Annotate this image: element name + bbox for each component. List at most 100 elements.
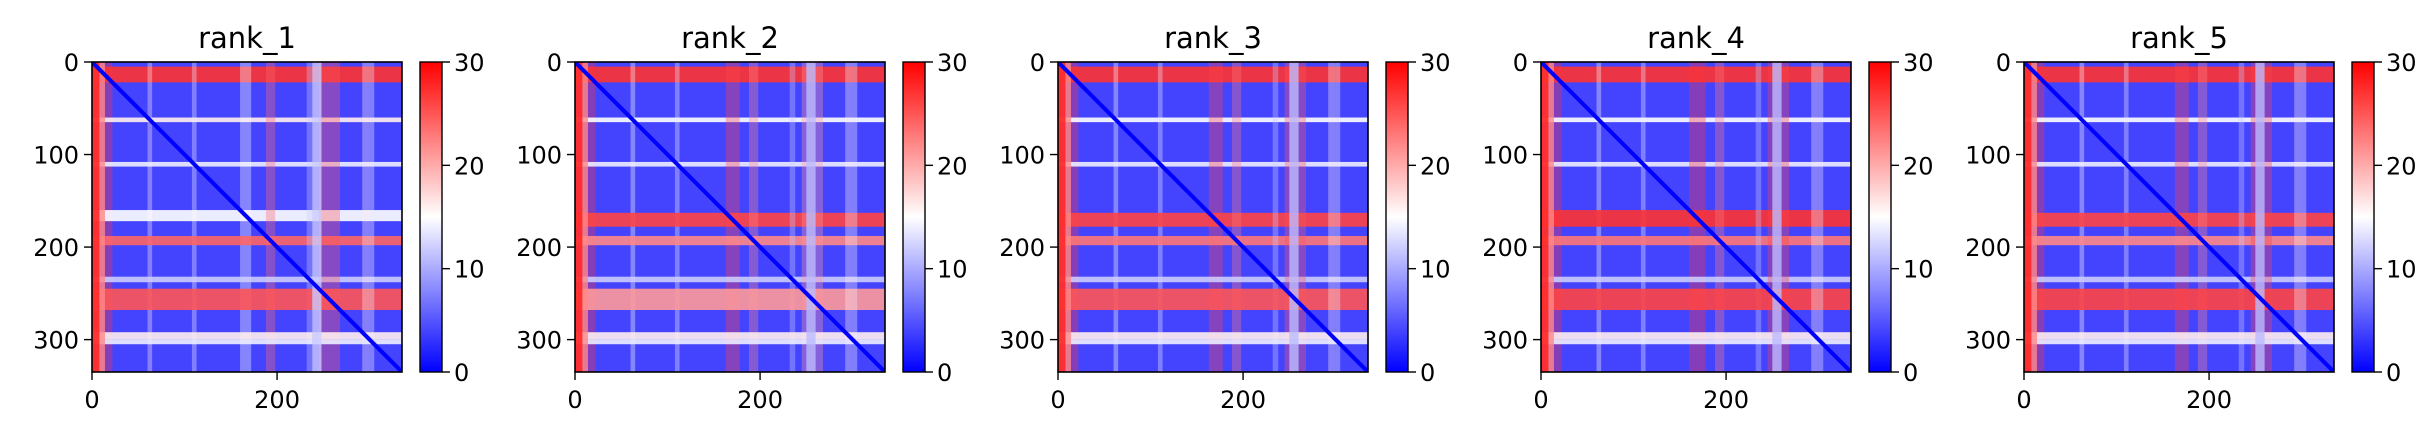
colorbar-frame [419, 61, 443, 373]
heatmap-row-band [92, 339, 402, 345]
colorbar-tick-label: 0 [937, 359, 952, 387]
heatmap-row-band [2024, 332, 2334, 340]
heatmap-row-band [1058, 339, 1368, 345]
heatmap-row-band [92, 161, 402, 167]
heatmap-col-band [1755, 62, 1762, 372]
colorbar-tick-label: 10 [2386, 256, 2417, 284]
y-tick-label: 100 [1965, 142, 2011, 170]
colorbar-tick-label: 30 [2386, 49, 2417, 77]
heatmap-row-band [1058, 288, 1368, 310]
heatmap-block [1541, 62, 1549, 372]
heatmap-col-band [306, 62, 313, 372]
heatmap-row-band [2024, 288, 2334, 310]
colorbar-tick-label: 20 [454, 152, 485, 180]
y-tick-label: 200 [1482, 234, 1528, 262]
heatmap-row-band [2024, 339, 2334, 345]
heatmap-row-band [1541, 288, 1851, 310]
heatmap-row-band [575, 332, 885, 340]
heatmap-col-band [806, 62, 816, 372]
colorbar-tick-label: 30 [454, 49, 485, 77]
y-tick-label: 100 [33, 142, 79, 170]
x-tick-label: 0 [1533, 386, 1548, 414]
y-tick-label: 0 [64, 49, 79, 77]
heatmap-col-band [1818, 62, 1824, 372]
heatmap-block [2024, 62, 2032, 372]
heatmap-row-band [1058, 117, 1368, 123]
x-tick-label: 200 [254, 386, 300, 414]
heatmap-image [92, 62, 402, 372]
heatmap-col-band [312, 62, 322, 372]
heatmap-row-band [2024, 161, 2334, 167]
x-tick-label: 0 [84, 386, 99, 414]
heatmap-row-band [575, 235, 885, 246]
heatmap-row-band [1058, 332, 1368, 340]
heatmap-row-band [575, 161, 885, 167]
chart-title: rank_4 [1647, 21, 1745, 55]
heatmap-col-band [1335, 62, 1341, 372]
heatmap-diagonal [1541, 62, 1851, 372]
colorbar [1869, 62, 1891, 372]
colorbar-frame [1868, 61, 1892, 373]
colorbar-tick-label: 10 [454, 256, 485, 284]
heatmap-row-band [92, 332, 402, 340]
x-tick-label: 200 [1703, 386, 1749, 414]
heatmap-col-band [2255, 62, 2265, 372]
colorbar-frame [2351, 61, 2375, 373]
colorbar-tick-label: 10 [1903, 256, 1934, 284]
x-tick-label: 0 [1050, 386, 1065, 414]
heatmap-row-band [575, 276, 885, 283]
y-tick-label: 0 [1513, 49, 1528, 77]
y-tick-label: 0 [547, 49, 562, 77]
heatmap-col-band [369, 62, 375, 372]
colorbar-tick-label: 0 [454, 359, 469, 387]
heatmap-col-band [789, 62, 796, 372]
y-tick-label: 200 [516, 234, 562, 262]
y-tick-label: 300 [1482, 327, 1528, 355]
colorbar-tick-label: 20 [937, 152, 968, 180]
heatmap-col-band [1231, 62, 1242, 372]
colorbar-tick-label: 30 [1420, 49, 1451, 77]
axes-frame [2023, 61, 2335, 373]
heatmap-col-band [1272, 62, 1279, 372]
heatmap-col-band [1289, 62, 1299, 372]
heatmap-row-band [92, 288, 402, 310]
chart-title: rank_2 [681, 21, 779, 55]
colorbar-frame [902, 61, 926, 373]
heatmap-row-band [2024, 117, 2334, 123]
y-tick-label: 300 [516, 327, 562, 355]
heatmap-row-band [575, 339, 885, 345]
chart-title: rank_3 [1164, 21, 1262, 55]
heatmap-diagonal [575, 62, 885, 372]
colorbar-frame [1385, 61, 1409, 373]
heatmap-row-band [1541, 235, 1851, 246]
colorbar-tick-label: 0 [2386, 359, 2401, 387]
heatmap-row-band [92, 276, 402, 283]
heatmap-row-band [1541, 332, 1851, 340]
heatmap-row-band [575, 288, 885, 310]
heatmap-diagonal [2024, 62, 2334, 372]
x-tick-label: 200 [2186, 386, 2232, 414]
axes-frame [1057, 61, 1369, 373]
y-tick-label: 200 [1965, 234, 2011, 262]
y-tick-label: 200 [999, 234, 1045, 262]
heatmap-col-band [2197, 62, 2208, 372]
heatmap-panel-1: rank_1 0 100 200 300 0 200 0 10 20 30 [33, 21, 484, 414]
heatmap-row-band [92, 117, 402, 123]
colorbar-tick-label: 10 [937, 256, 968, 284]
colorbar [2352, 62, 2374, 372]
heatmap-row-band [1541, 117, 1851, 123]
axes-frame [91, 61, 403, 373]
heatmap-row-band [1541, 339, 1851, 345]
heatmap-col-band [2301, 62, 2307, 372]
heatmap-col-band [2294, 62, 2302, 372]
y-tick-label: 300 [1965, 327, 2011, 355]
x-tick-label: 200 [737, 386, 783, 414]
heatmap-image [2024, 62, 2334, 372]
colorbar-tick-label: 30 [1903, 49, 1934, 77]
heatmap-row-band [92, 235, 402, 246]
heatmap-panel-4: rank_4 0 100 200 300 0 200 0 10 20 30 [1482, 21, 1933, 414]
heatmap-col-band [852, 62, 858, 372]
colorbar-tick-label: 10 [1420, 256, 1451, 284]
heatmap-diagonal [92, 62, 402, 372]
colorbar-tick-label: 20 [2386, 152, 2417, 180]
